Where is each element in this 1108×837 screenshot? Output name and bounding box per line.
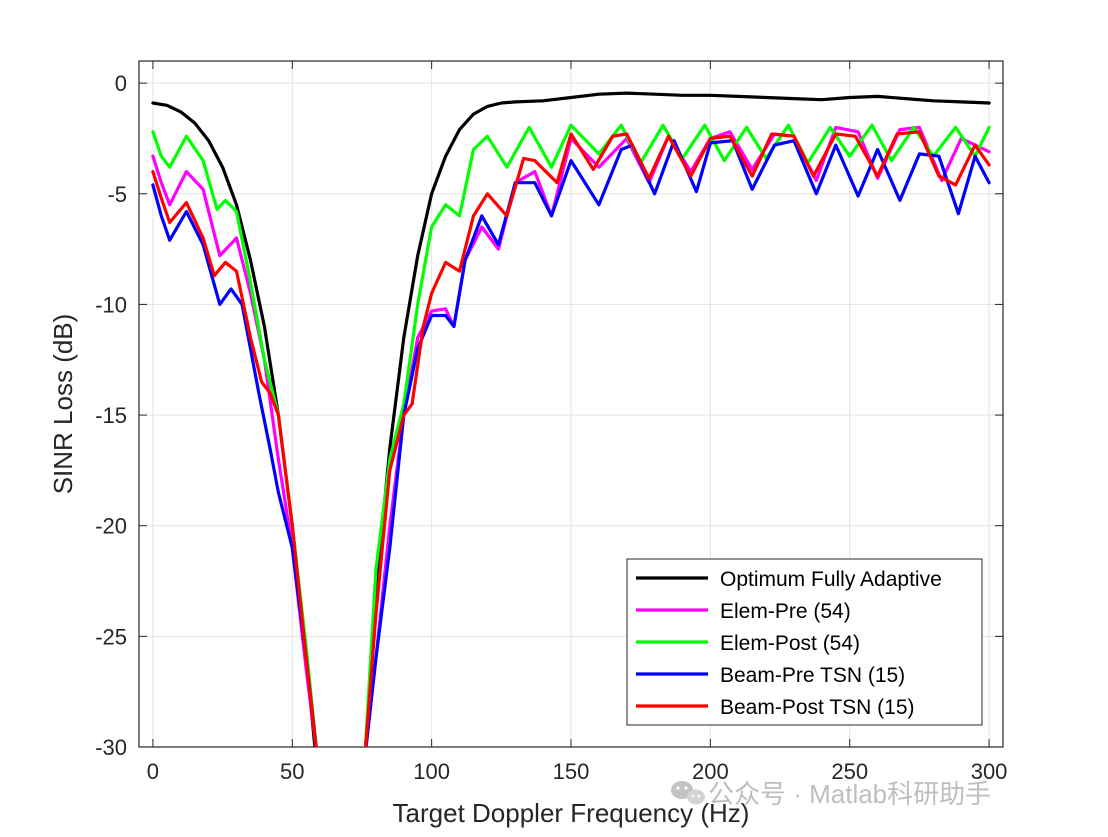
series-line-5 — [151, 130, 991, 747]
legend-entry: Beam-Pre TSN (15) — [636, 664, 905, 687]
x-tick-label: 300 — [971, 759, 1008, 784]
x-tick-label: 250 — [831, 759, 868, 784]
y-tick-label: 0 — [115, 71, 127, 96]
legend-entry: Elem-Pre (54) — [636, 600, 851, 623]
x-tick-label: 50 — [280, 759, 304, 784]
series-layer — [151, 91, 991, 747]
legend-label: Beam-Pre TSN (15) — [720, 664, 905, 687]
tick-labels: 0 50 100 150 200 250 300 0 -5 -10 -15 -20 -25 -30 — [95, 71, 1007, 784]
wechat-icon — [671, 781, 705, 805]
x-axis-label: Target Doppler Frequency (Hz) — [393, 798, 750, 828]
y-tick-label: -5 — [107, 182, 127, 207]
legend-label: Elem-Pre (54) — [720, 600, 851, 623]
x-tick-label: 200 — [692, 759, 729, 784]
legend-entry: Beam-Post TSN (15) — [636, 696, 915, 719]
legend: Optimum Fully Adaptive Elem-Pre (54) Elem-… — [626, 558, 983, 726]
series-line-3 — [151, 123, 991, 747]
y-tick-label: -20 — [95, 514, 127, 539]
legend-label: Beam-Post TSN (15) — [720, 696, 915, 719]
y-axis-label: SINR Loss (dB) — [48, 314, 78, 495]
legend-entry: Optimum Fully Adaptive — [636, 568, 942, 591]
y-tick-label: -25 — [95, 624, 127, 649]
axis-ticks — [139, 61, 1003, 748]
series-line-1 — [151, 91, 991, 747]
legend-label: Optimum Fully Adaptive — [720, 568, 942, 591]
watermark: 公众号 · Matlab科研助手 — [671, 779, 991, 809]
legend-label: Elem-Post (54) — [720, 632, 860, 655]
y-tick-label: -10 — [95, 292, 127, 317]
y-tick-label: -30 — [95, 735, 127, 760]
legend-entry: Elem-Post (54) — [636, 632, 860, 655]
x-tick-label: 150 — [553, 759, 590, 784]
watermark-text: 公众号 · Matlab科研助手 — [708, 779, 991, 809]
x-tick-label: 100 — [413, 759, 450, 784]
y-tick-label: -15 — [95, 403, 127, 428]
x-tick-label: 0 — [147, 759, 159, 784]
